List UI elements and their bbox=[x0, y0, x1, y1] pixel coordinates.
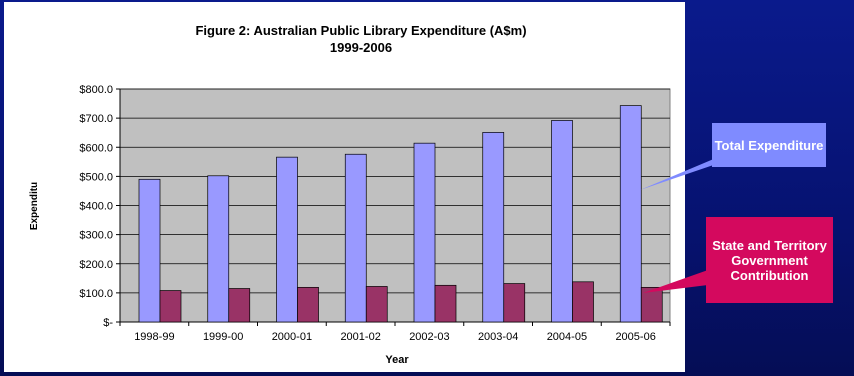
bar-total-expenditure bbox=[344, 153, 367, 323]
y-tick-label: $300.0 bbox=[79, 230, 113, 242]
y-tick-label: $700.0 bbox=[79, 113, 113, 125]
x-tick-label: 2002-03 bbox=[409, 331, 449, 343]
y-axis-label: Expenditu bbox=[29, 182, 40, 230]
bar-state-contribution bbox=[503, 283, 526, 323]
y-tick-label: $200.0 bbox=[79, 259, 113, 271]
x-tick-label: 2000-01 bbox=[272, 331, 312, 343]
x-tick-label: 1998-99 bbox=[134, 331, 174, 343]
bar-total-expenditure bbox=[138, 178, 161, 323]
bar-state-contribution bbox=[365, 286, 388, 323]
bar-total-expenditure bbox=[276, 156, 298, 323]
x-tick-label: 2004-05 bbox=[547, 331, 587, 343]
y-tick-label: $400.0 bbox=[79, 201, 113, 213]
x-axis-label: Year bbox=[385, 354, 409, 366]
x-tick-label: 1999-00 bbox=[203, 331, 243, 343]
bar-total-expenditure bbox=[413, 142, 436, 323]
plot-area: $- $100.0 $200.0 $300.0 $400.0 $500.0 $600.0 $7… bbox=[79, 84, 671, 343]
bar-chart: Figure 2: Australian Public Library Expe… bbox=[29, 23, 671, 366]
x-tick-label: 2001-02 bbox=[340, 331, 380, 343]
bar-total-expenditure bbox=[482, 132, 505, 323]
chart-subtitle: 1999-2006 bbox=[330, 40, 392, 55]
y-tick-label: $600.0 bbox=[79, 142, 113, 154]
bar-total-expenditure bbox=[207, 175, 230, 323]
bar-state-contribution bbox=[640, 286, 663, 323]
bar-state-contribution bbox=[159, 290, 182, 323]
chart-panel: Figure 2: Australian Public Library Expe… bbox=[4, 2, 685, 372]
chart-title: Figure 2: Australian Public Library Expe… bbox=[195, 23, 526, 38]
bar-state-contribution bbox=[297, 286, 319, 323]
bar-state-contribution bbox=[434, 284, 457, 323]
bar-total-expenditure bbox=[619, 105, 642, 323]
y-tick-label: $100.0 bbox=[79, 288, 113, 300]
state-contribution-callout: State and Territory Government Contribut… bbox=[706, 217, 833, 303]
bar-total-expenditure bbox=[551, 120, 573, 323]
x-tick-label: 2003-04 bbox=[478, 331, 518, 343]
total-expenditure-callout: Total Expenditure bbox=[712, 123, 826, 167]
bar-state-contribution bbox=[228, 288, 251, 323]
y-tick-label: $- bbox=[103, 317, 113, 329]
bar-state-contribution bbox=[572, 281, 594, 323]
y-tick-label: $500.0 bbox=[79, 171, 113, 183]
y-tick-label: $800.0 bbox=[79, 84, 113, 96]
x-tick-label: 2005-06 bbox=[615, 331, 655, 343]
